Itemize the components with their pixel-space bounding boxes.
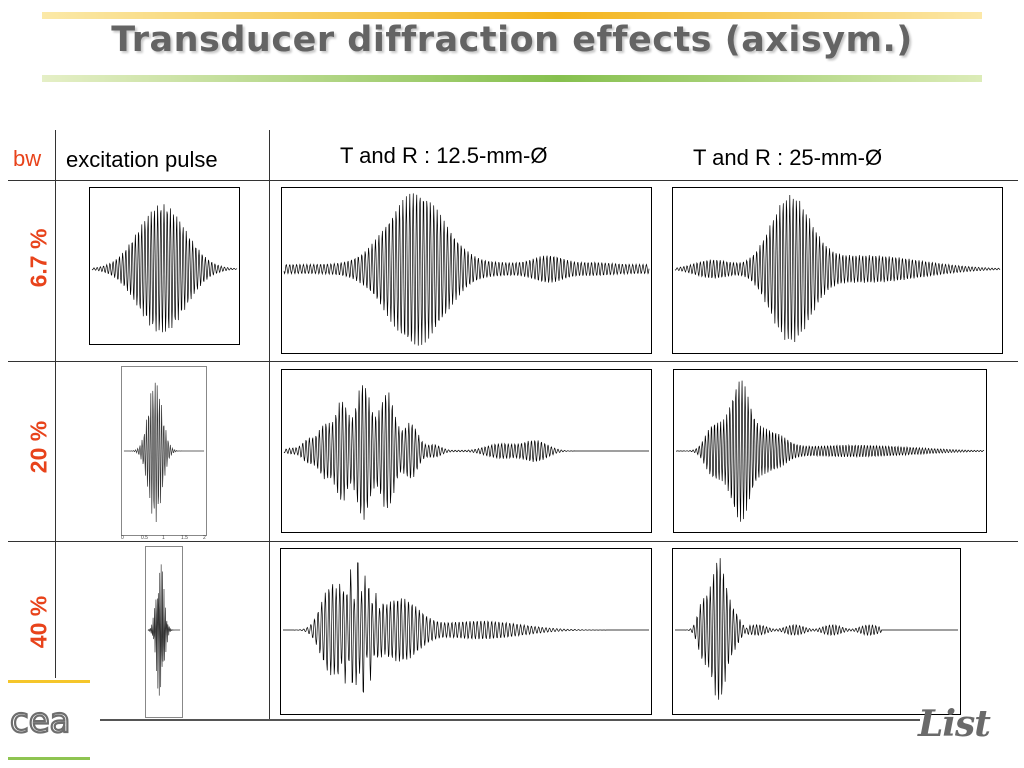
waveform-trace	[123, 382, 205, 523]
grid-hline-row1	[8, 361, 1018, 362]
waveform-trace	[675, 380, 985, 522]
tick-label: 1.5	[181, 535, 188, 541]
waveform-25mm-20	[675, 380, 985, 522]
list-logo: List	[918, 703, 991, 745]
footer-line	[100, 719, 920, 721]
waveform-excitation-6-7	[91, 204, 238, 333]
svg-text:cea: cea	[10, 701, 70, 740]
waveform-25mm-40	[674, 558, 959, 700]
grid-vline-left	[55, 130, 56, 678]
header-25mm: T and R : 25-mm-Ø	[693, 145, 883, 170]
header-excitation-pulse: excitation pulse	[66, 147, 218, 172]
panel-25mm-40	[672, 548, 961, 715]
waveform-12mm-20	[283, 385, 650, 520]
panel-12mm-20	[281, 369, 652, 533]
panel-excitation-6-7	[89, 187, 240, 345]
panel-12mm-6-7	[281, 187, 652, 354]
waveform-trace	[147, 564, 181, 696]
tick-labels-row2: 0 0.5 1 1.5 2	[121, 535, 207, 543]
header-bw: bw	[13, 146, 42, 171]
waveform-trace	[283, 385, 650, 520]
waveform-trace	[91, 204, 238, 333]
panel-25mm-6-7	[672, 187, 1003, 354]
grid-hline-header	[8, 180, 1018, 181]
title-bottom-bar	[42, 75, 982, 82]
waveform-excitation-40	[147, 564, 181, 696]
waveform-trace	[283, 193, 650, 346]
tick-label: 2	[203, 535, 206, 541]
cea-logo: cea	[9, 700, 72, 740]
panel-excitation-40	[145, 546, 183, 718]
panel-12mm-40	[280, 548, 652, 715]
panel-25mm-20	[673, 369, 987, 533]
header-12mm: T and R : 12.5-mm-Ø	[340, 143, 548, 168]
logo-bar-gold	[8, 680, 90, 683]
logo-bar-green	[8, 757, 90, 760]
tick-label: 0	[121, 535, 124, 541]
panel-excitation-20	[121, 366, 207, 536]
row-label-40: 40 %	[25, 595, 52, 649]
row-label-20: 20 %	[25, 420, 52, 474]
title-top-bar	[42, 12, 982, 19]
grid-vline-mid	[269, 130, 270, 720]
waveform-12mm-6-7	[283, 193, 650, 346]
slide-title: Transducer diffraction effects (axisym.)	[111, 20, 913, 60]
waveform-trace	[674, 195, 1001, 343]
waveform-trace	[282, 562, 650, 693]
row-label-6-7: 6.7 %	[25, 228, 52, 288]
grid-hline-row2	[8, 541, 1018, 542]
tick-label: 1	[162, 535, 165, 541]
waveform-12mm-40	[282, 562, 650, 693]
tick-label: 0.5	[141, 535, 148, 541]
waveform-excitation-20	[123, 382, 205, 523]
waveform-trace	[674, 558, 959, 700]
waveform-25mm-6-7	[674, 195, 1001, 343]
